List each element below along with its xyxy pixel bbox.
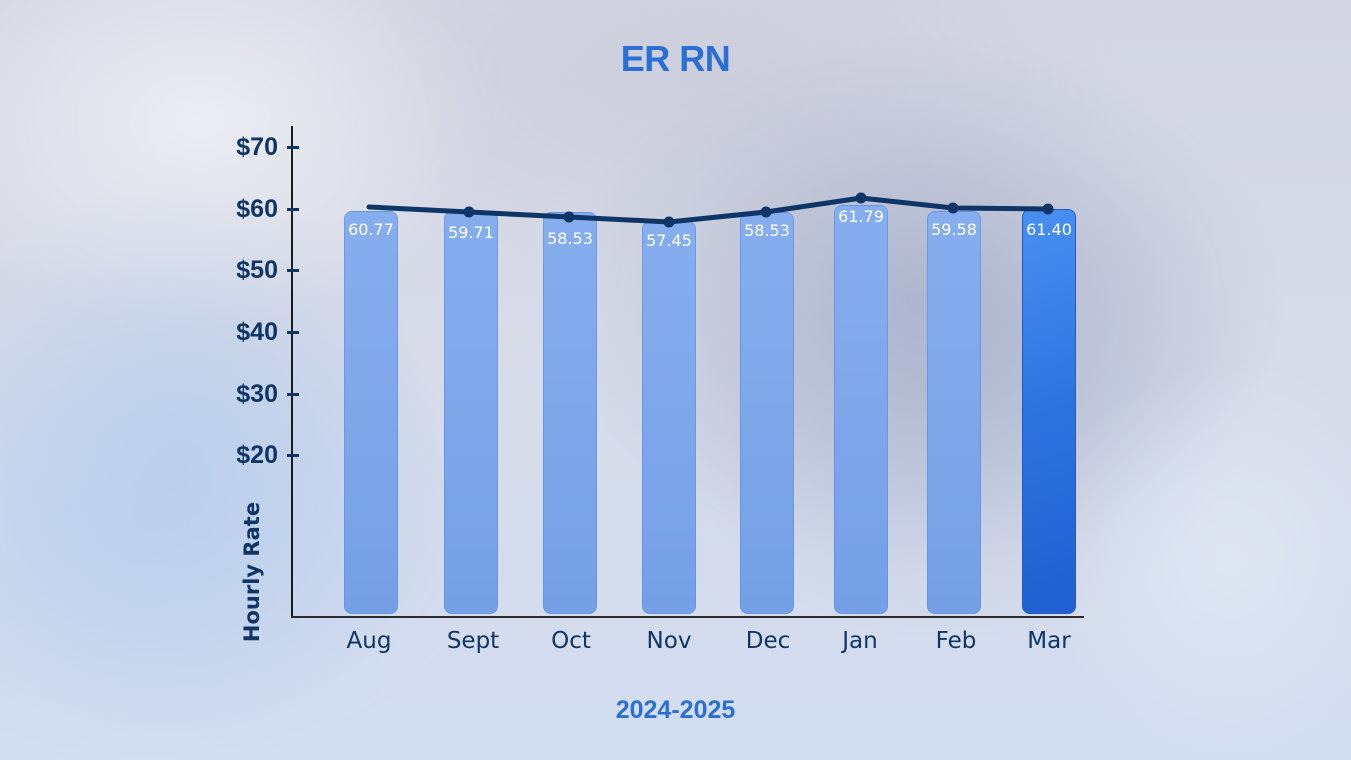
y-tick bbox=[287, 454, 299, 457]
line-marker bbox=[463, 206, 475, 218]
x-tick-label: Oct bbox=[551, 628, 591, 654]
x-tick-label: Feb bbox=[935, 628, 977, 654]
line-marker bbox=[760, 206, 772, 218]
bar-nov bbox=[642, 221, 696, 614]
x-tick-label: Jan bbox=[842, 628, 878, 654]
y-tick bbox=[287, 208, 299, 211]
bar-mar bbox=[1022, 209, 1076, 614]
y-tick-label: $70 bbox=[236, 133, 278, 161]
x-tick-label: Dec bbox=[745, 628, 791, 654]
y-tick-label: $20 bbox=[236, 441, 278, 469]
bar-sept bbox=[444, 211, 498, 614]
y-tick-label: $40 bbox=[236, 318, 278, 346]
bar-value-label: 61.79 bbox=[838, 207, 884, 226]
bar-feb bbox=[927, 211, 981, 614]
y-axis-line bbox=[291, 126, 293, 618]
line-marker bbox=[1042, 203, 1054, 215]
bar-dec bbox=[740, 212, 794, 614]
bar-aug bbox=[344, 211, 398, 614]
x-tick-label: Sept bbox=[446, 628, 500, 654]
bar-value-label: 60.77 bbox=[348, 220, 394, 239]
bar-oct bbox=[543, 212, 597, 614]
x-axis-line bbox=[291, 616, 1084, 618]
line-marker bbox=[663, 216, 675, 228]
x-axis-title: 2024-2025 bbox=[615, 696, 736, 724]
x-tick-label: Nov bbox=[646, 628, 692, 654]
bar-jan bbox=[834, 205, 888, 614]
bar-value-label: 59.71 bbox=[448, 223, 494, 242]
bar-value-label: 58.53 bbox=[547, 229, 593, 248]
y-tick bbox=[287, 269, 299, 272]
line-marker bbox=[855, 192, 867, 204]
y-tick-label: $30 bbox=[236, 380, 278, 408]
bar-value-label: 57.45 bbox=[646, 231, 692, 250]
y-tick bbox=[287, 146, 299, 149]
bar-value-label: 61.40 bbox=[1026, 220, 1072, 239]
line-marker bbox=[947, 202, 959, 214]
chart-title: ER RN bbox=[620, 38, 731, 79]
bar-value-label: 58.53 bbox=[744, 221, 790, 240]
x-tick-label: Aug bbox=[346, 628, 392, 654]
y-tick bbox=[287, 393, 299, 396]
x-tick-label: Mar bbox=[1027, 628, 1071, 654]
y-tick-label: $60 bbox=[236, 195, 278, 223]
bar-value-label: 59.58 bbox=[931, 220, 977, 239]
line-marker bbox=[563, 211, 575, 223]
y-tick-label: $50 bbox=[236, 256, 278, 284]
y-tick bbox=[287, 331, 299, 334]
